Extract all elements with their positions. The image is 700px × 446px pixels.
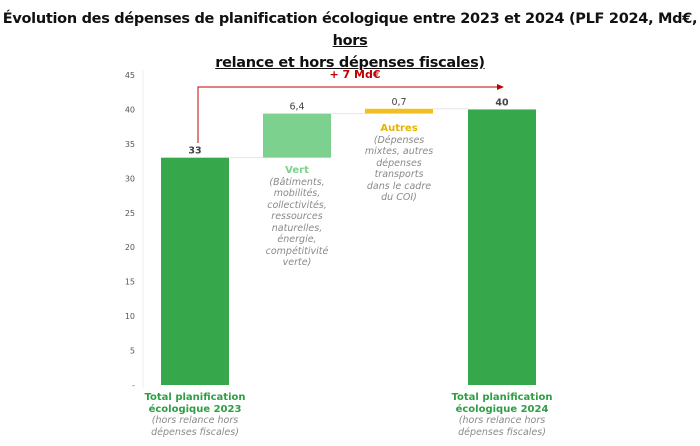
increase-arrow-line xyxy=(197,86,498,143)
bar-sub: (Bâtiments, mobilités, collectivités, re… xyxy=(265,176,329,269)
bar xyxy=(365,108,433,114)
bar-name: Total planification écologique 2024 xyxy=(451,392,553,415)
title-text: Évolution des dépenses de planification … xyxy=(2,11,698,27)
y-tick-label: 15 xyxy=(125,278,135,287)
title-underlined-2: relance et hors dépenses fiscales) xyxy=(215,55,485,71)
y-tick-label: 5 xyxy=(130,347,135,356)
bar-sub: (hors relance hors dépenses fiscales) xyxy=(151,415,239,438)
y-tick-label: 45 xyxy=(125,71,135,80)
data-label: 6,4 xyxy=(289,102,304,113)
bar-sub: (hors relance hors dépenses fiscales) xyxy=(458,415,546,438)
bar xyxy=(161,157,229,385)
bar-name: Vert xyxy=(285,165,309,176)
chart-title: Évolution des dépenses de planification … xyxy=(0,8,700,74)
arrowhead-icon xyxy=(497,84,504,90)
bar-name: Total planification écologique 2023 xyxy=(144,392,246,415)
bar xyxy=(263,113,331,158)
y-tick-label: 30 xyxy=(125,174,135,183)
bar-label-2024: Total planification écologique 2024 (hor… xyxy=(447,392,557,438)
data-label: 0,7 xyxy=(391,97,406,108)
bar-label-autres: Autres (Dépenses mixtes, autres dépenses… xyxy=(362,123,436,204)
bar xyxy=(468,109,536,385)
data-label: 33 xyxy=(188,146,201,157)
y-tick-label: 20 xyxy=(125,243,135,252)
bar-name: Autres xyxy=(380,123,418,134)
y-tick-label: 40 xyxy=(125,105,135,114)
data-label: 40 xyxy=(495,97,509,108)
bar-sub: (Dépenses mixtes, autres dépenses transp… xyxy=(364,134,434,204)
bar-label-2023: Total planification écologique 2023 (hor… xyxy=(140,392,250,438)
title-underlined-1: hors xyxy=(332,33,368,49)
y-tick-label: 35 xyxy=(125,140,135,149)
increase-annotation: + 7 Md€ xyxy=(329,68,380,81)
y-tick-label: - xyxy=(132,381,135,390)
y-tick-label: 25 xyxy=(125,209,135,218)
y-tick-label: 10 xyxy=(125,312,135,321)
bar-label-vert: Vert (Bâtiments, mobilités, collectivité… xyxy=(262,165,332,269)
